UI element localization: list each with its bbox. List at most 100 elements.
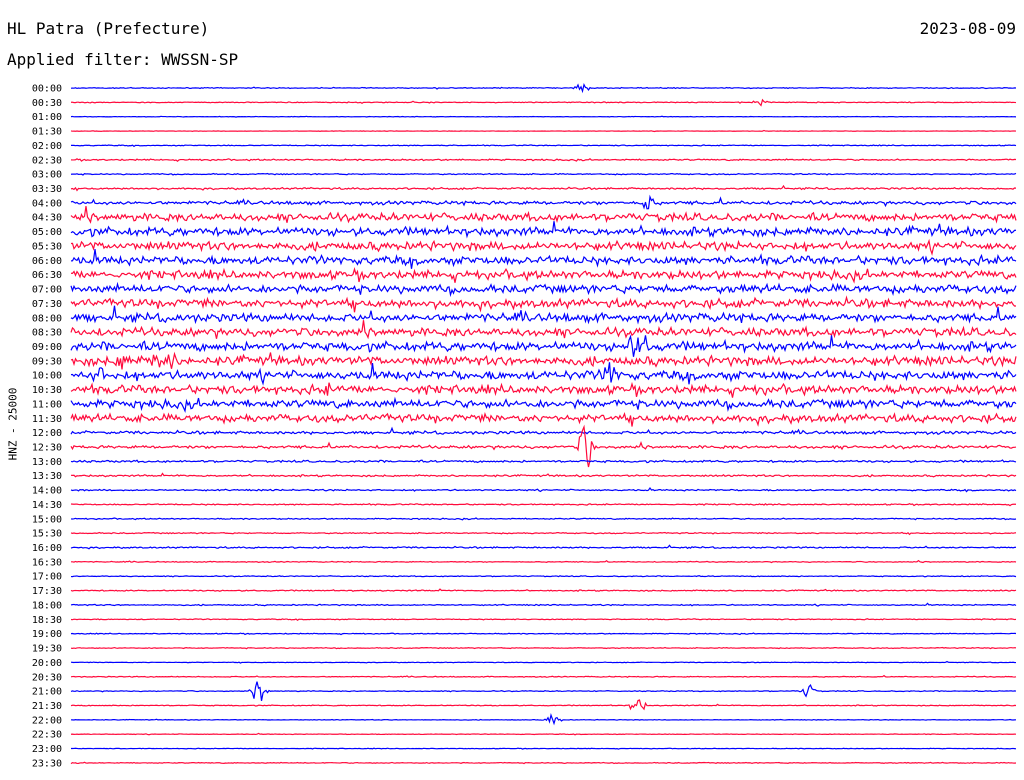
seismic-trace-line <box>70 221 1017 239</box>
time-tick-label: 11:30 <box>32 414 62 425</box>
seismic-trace-line <box>70 98 1017 107</box>
time-tick-label: 10:00 <box>32 371 62 382</box>
seismic-trace-line <box>70 487 1017 493</box>
time-tick-label: 07:00 <box>32 285 62 296</box>
seismic-trace-line <box>70 144 1017 148</box>
seismic-trace-line <box>70 459 1017 464</box>
seismic-trace-line <box>70 761 1017 765</box>
time-tick-label: 06:00 <box>32 256 62 267</box>
seismic-trace-line <box>70 602 1017 607</box>
time-tick-labels: 00:00 00:30 01:00 01:30 02:00 02:30 03:00 03:30… <box>32 84 62 770</box>
time-tick-label: 02:30 <box>32 155 62 166</box>
seismic-trace-line <box>70 396 1017 414</box>
seismic-trace-line <box>70 129 1017 133</box>
seismic-trace-line <box>70 206 1017 224</box>
time-tick-label: 08:30 <box>32 328 62 339</box>
time-tick-label: 22:00 <box>32 715 62 726</box>
time-tick-label: 15:30 <box>32 529 62 540</box>
seismic-trace-line <box>70 424 1017 468</box>
time-tick-label: 06:30 <box>32 270 62 281</box>
seismic-trace-line <box>70 646 1017 650</box>
seismic-traces <box>70 83 1017 765</box>
seismic-trace-line <box>71 747 1017 750</box>
seismic-trace-line <box>70 699 1017 711</box>
seismic-trace-line <box>70 502 1017 507</box>
seismic-trace-line <box>70 660 1017 664</box>
time-tick-label: 08:00 <box>32 313 62 324</box>
seismic-trace-line <box>70 281 1017 298</box>
time-tick-label: 14:00 <box>32 486 62 497</box>
seismic-trace-line <box>70 267 1017 284</box>
seismic-trace-line <box>70 248 1017 269</box>
time-tick-label: 09:30 <box>32 356 62 367</box>
time-tick-label: 18:30 <box>32 615 62 626</box>
time-tick-label: 17:30 <box>32 586 62 597</box>
date-label: 2023-08-09 <box>919 19 1016 38</box>
time-tick-label: 23:30 <box>32 758 62 769</box>
seismic-trace-line <box>70 157 1017 163</box>
time-tick-label: 14:30 <box>32 500 62 511</box>
time-tick-label: 07:30 <box>32 299 62 310</box>
seismic-trace-line <box>70 732 1017 736</box>
time-tick-label: 03:00 <box>32 170 62 181</box>
time-tick-label: 17:00 <box>32 572 62 583</box>
seismic-trace-line <box>70 238 1017 256</box>
seismic-trace-line <box>70 320 1017 340</box>
time-tick-label: 19:30 <box>32 644 62 655</box>
time-tick-label: 18:00 <box>32 600 62 611</box>
seismic-trace-line <box>70 681 1017 701</box>
time-tick-label: 20:00 <box>32 658 62 669</box>
station-title: HL Patra (Prefecture) <box>7 19 210 38</box>
time-tick-label: 09:00 <box>32 342 62 353</box>
time-tick-label: 12:00 <box>32 428 62 439</box>
seismic-trace-line <box>70 184 1017 192</box>
seismic-trace-line <box>70 305 1017 325</box>
seismic-trace-line <box>70 517 1017 521</box>
time-tick-label: 21:30 <box>32 701 62 712</box>
seismic-trace-line <box>70 632 1017 636</box>
seismic-trace-line <box>70 83 1017 94</box>
time-tick-label: 22:30 <box>32 730 62 741</box>
time-tick-label: 01:00 <box>32 112 62 123</box>
time-tick-label: 13:00 <box>32 457 62 468</box>
time-tick-label: 05:30 <box>32 241 62 252</box>
seismic-trace-line <box>70 674 1017 678</box>
seismic-trace-line <box>70 194 1017 210</box>
seismic-trace-line <box>70 295 1016 313</box>
seismic-trace-line <box>70 472 1017 478</box>
time-tick-label: 00:30 <box>32 98 62 109</box>
time-tick-label: 19:00 <box>32 629 62 640</box>
time-tick-label: 00:00 <box>32 84 62 95</box>
time-tick-label: 11:00 <box>32 399 62 410</box>
seismic-trace-line <box>70 713 1017 726</box>
time-tick-label: 12:30 <box>32 443 62 454</box>
filter-label: Applied filter: WWSSN-SP <box>7 50 239 69</box>
time-tick-label: 10:30 <box>32 385 62 396</box>
seismic-trace-line <box>70 334 1017 357</box>
time-tick-label: 20:30 <box>32 672 62 683</box>
seismic-trace-line <box>70 426 1017 436</box>
time-tick-label: 23:00 <box>32 744 62 755</box>
seismic-trace-line <box>70 115 1017 118</box>
time-tick-label: 16:00 <box>32 543 62 554</box>
seismic-trace-line <box>70 588 1017 592</box>
time-tick-label: 13:30 <box>32 471 62 482</box>
time-tick-label: 21:00 <box>32 687 62 698</box>
seismic-trace-line <box>70 575 1017 578</box>
seismic-trace-line <box>70 411 1017 427</box>
seismic-trace-line <box>70 531 1017 536</box>
seismic-trace-line <box>70 362 1017 386</box>
seismic-trace-line <box>70 172 1017 176</box>
seismic-trace-line <box>70 351 1017 370</box>
time-tick-label: 04:30 <box>32 213 62 224</box>
time-tick-label: 03:30 <box>32 184 62 195</box>
time-tick-label: 01:30 <box>32 127 62 138</box>
time-tick-label: 15:00 <box>32 514 62 525</box>
seismic-trace-line <box>70 381 1017 398</box>
seismic-trace-line <box>70 544 1017 550</box>
time-tick-label: 04:00 <box>32 198 62 209</box>
time-tick-label: 16:30 <box>32 557 62 568</box>
seismic-trace-line <box>70 559 1017 564</box>
time-tick-label: 02:00 <box>32 141 62 152</box>
